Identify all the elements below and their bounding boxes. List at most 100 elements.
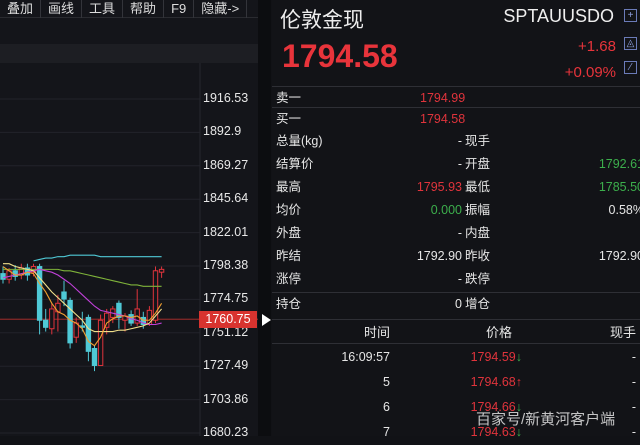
current-price-label: 1760.75: [199, 311, 257, 328]
y-tick-label: 1892.9: [203, 124, 241, 138]
stat-row: 最高 1795.93 最低 1785.50: [272, 176, 640, 199]
toolbar-f9[interactable]: F9: [164, 0, 194, 18]
arrow-down-icon: ↓: [516, 350, 522, 364]
toolbar-help[interactable]: 帮助: [123, 0, 164, 18]
toolbar-hide[interactable]: 隐藏->: [194, 0, 247, 18]
stat-row: 昨结 1792.90 昨收 1792.90: [272, 245, 640, 268]
stat-value: -: [458, 153, 462, 176]
stat-row: 结算价 - 开盘 1792.61: [272, 153, 640, 176]
stat-value: 0.000: [431, 199, 462, 222]
orderbook-ask: 卖一 1794.99 -: [272, 86, 640, 109]
stat-label: 涨停: [276, 268, 301, 291]
stat-label: 开盘: [465, 153, 490, 176]
candle-body: [86, 317, 90, 351]
price-change: +1.68: [578, 38, 616, 55]
candle-body: [50, 309, 54, 329]
candle-body: [159, 269, 163, 272]
stat-label: 最低: [465, 176, 490, 199]
stat-value: 1785.50: [599, 176, 640, 199]
stat-row: 均价 0.000 振幅 0.58%: [272, 199, 640, 222]
candle-body: [62, 292, 66, 299]
candlestick-chart[interactable]: [0, 63, 258, 436]
stat-row: 持仓 0 增仓 -: [272, 292, 640, 315]
candle-body: [1, 274, 5, 280]
y-tick-label: 1727.49: [203, 358, 248, 372]
tick-volume: -: [632, 395, 636, 420]
moving-average-line: [34, 255, 162, 261]
stat-label: 均价: [276, 199, 301, 222]
stat-value: -: [458, 268, 462, 291]
tick-row: 5 1794.68↑ -: [272, 370, 640, 395]
stat-row: 总量(kg) - 现手 -: [272, 130, 640, 153]
stat-value: 1792.61: [599, 153, 640, 176]
bid-price: 1794.58: [420, 108, 465, 131]
stat-label: 增仓: [465, 293, 490, 316]
toolbar-tools[interactable]: 工具: [82, 0, 123, 18]
price-change-percent: +0.09%: [565, 64, 616, 81]
orderbook-bid: 买一 1794.58 -: [272, 107, 640, 130]
y-tick-label: 1869.27: [203, 158, 248, 172]
y-tick-label: 1703.86: [203, 392, 248, 406]
stat-row: 涨停 - 跌停 -: [272, 268, 640, 291]
stat-label: 跌停: [465, 268, 490, 291]
tick-table-header: 时间 价格 现手: [272, 319, 640, 344]
header-time: 时间: [364, 320, 390, 345]
candle-body: [37, 267, 41, 321]
stat-label: 昨结: [276, 245, 301, 268]
tick-volume: -: [632, 420, 636, 445]
stat-value: 1792.90: [417, 245, 462, 268]
y-tick-label: 1774.75: [203, 291, 248, 305]
toolbar: 叠加 画线 工具 帮助 F9 隐藏->: [0, 0, 258, 18]
stat-label: 内盘: [465, 222, 490, 245]
stat-label: 持仓: [276, 293, 301, 316]
stat-label: 昨收: [465, 245, 490, 268]
header-price: 价格: [486, 320, 512, 345]
tick-volume: -: [632, 345, 636, 370]
panel-divider[interactable]: [258, 0, 271, 436]
candle-body: [98, 320, 102, 365]
stat-value: -: [458, 222, 462, 245]
stat-label: 最高: [276, 176, 301, 199]
chart-panel: 叠加 画线 工具 帮助 F9 隐藏-> 1916.53 1892.9 1869.27…: [0, 0, 258, 436]
header-volume: 现手: [610, 320, 636, 345]
last-price: 1794.58: [282, 38, 398, 75]
add-icon[interactable]: +: [624, 9, 637, 22]
y-tick-label: 1822.01: [203, 225, 248, 239]
tick-time: 6: [383, 395, 390, 420]
stat-value: 1792.90: [599, 245, 640, 268]
stat-label: 现手: [465, 130, 490, 153]
candle-body: [92, 349, 96, 366]
tick-volume: -: [632, 370, 636, 395]
tick-price: 1794.68: [471, 375, 516, 389]
tick-time: 7: [383, 420, 390, 445]
draw-icon[interactable]: ⁄: [624, 61, 637, 74]
stat-label: 外盘: [276, 222, 301, 245]
instrument-code: SPTAUUSDO: [503, 6, 614, 27]
watermark: 百家号/新黄河客户端: [476, 408, 615, 429]
stat-label: 振幅: [465, 199, 490, 222]
tick-row: 16:09:57 1794.59↓ -: [272, 345, 640, 370]
y-tick-label: 1798.38: [203, 258, 248, 272]
tick-price: 1794.59: [471, 350, 516, 364]
tick-time: 5: [383, 370, 390, 395]
quote-panel: 伦敦金现 SPTAUUSDO + ◬ ⁄ 1794.58 +1.68 +0.09…: [272, 0, 640, 436]
stat-value: 0: [455, 293, 462, 316]
moving-average-line: [3, 267, 162, 346]
toolbar-draw[interactable]: 画线: [41, 0, 82, 18]
stat-value: 0.58%: [609, 199, 640, 222]
y-tick-label: 1680.23: [203, 425, 248, 439]
bell-icon[interactable]: ◬: [624, 37, 637, 50]
candle-body: [105, 313, 109, 327]
y-tick-label: 1916.53: [203, 91, 248, 105]
toolbar-overlay[interactable]: 叠加: [0, 0, 41, 18]
tick-time: 16:09:57: [341, 345, 390, 370]
candle-body: [44, 320, 48, 327]
stat-row: 外盘 - 内盘 -: [272, 222, 640, 245]
collapse-arrow-icon[interactable]: [262, 314, 271, 326]
stat-label: 总量(kg): [276, 130, 323, 153]
stat-value: -: [458, 130, 462, 153]
instrument-name: 伦敦金现: [280, 4, 364, 34]
bid-label: 买一: [276, 108, 301, 131]
stat-value: 1795.93: [417, 176, 462, 199]
y-tick-label: 1845.64: [203, 191, 248, 205]
